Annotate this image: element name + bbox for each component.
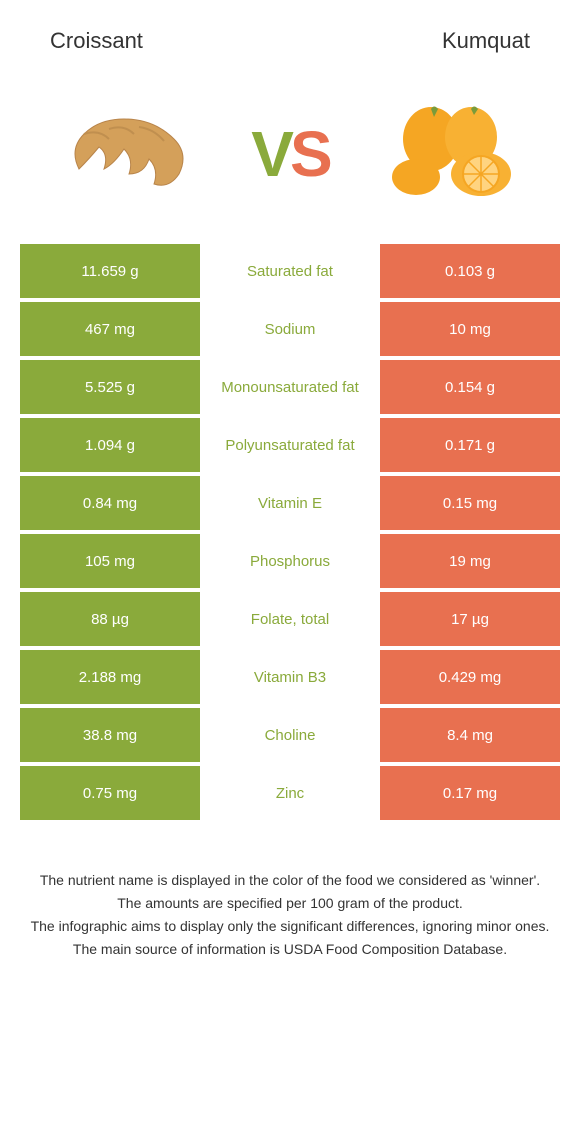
left-value: 11.659 g — [20, 244, 200, 298]
nutrient-label: Folate, total — [200, 592, 380, 646]
right-value: 0.103 g — [380, 244, 560, 298]
right-value: 0.17 mg — [380, 766, 560, 820]
vs-section: VS — [0, 74, 580, 244]
table-row: 467 mgSodium10 mg — [20, 302, 560, 356]
right-value: 8.4 mg — [380, 708, 560, 762]
kumquat-image — [376, 94, 526, 214]
nutrient-label: Polyunsaturated fat — [200, 418, 380, 472]
footer-line-4: The main source of information is USDA F… — [30, 939, 550, 960]
footer-line-1: The nutrient name is displayed in the co… — [30, 870, 550, 891]
nutrient-label: Sodium — [200, 302, 380, 356]
right-value: 0.15 mg — [380, 476, 560, 530]
right-value: 17 µg — [380, 592, 560, 646]
food-left-title: Croissant — [50, 28, 143, 54]
left-value: 38.8 mg — [20, 708, 200, 762]
left-value: 105 mg — [20, 534, 200, 588]
footer-line-3: The infographic aims to display only the… — [30, 916, 550, 937]
left-value: 1.094 g — [20, 418, 200, 472]
nutrient-label: Zinc — [200, 766, 380, 820]
table-row: 105 mgPhosphorus19 mg — [20, 534, 560, 588]
croissant-icon — [59, 99, 199, 209]
nutrient-label: Saturated fat — [200, 244, 380, 298]
right-value: 19 mg — [380, 534, 560, 588]
nutrient-label: Phosphorus — [200, 534, 380, 588]
header: Croissant Kumquat — [0, 0, 580, 74]
footer-notes: The nutrient name is displayed in the co… — [30, 870, 550, 960]
nutrient-label: Vitamin E — [200, 476, 380, 530]
vs-v: V — [251, 118, 290, 190]
nutrient-label: Choline — [200, 708, 380, 762]
footer-line-2: The amounts are specified per 100 gram o… — [30, 893, 550, 914]
table-row: 88 µgFolate, total17 µg — [20, 592, 560, 646]
kumquat-icon — [376, 99, 526, 209]
left-value: 5.525 g — [20, 360, 200, 414]
right-value: 0.429 mg — [380, 650, 560, 704]
nutrient-label: Monounsaturated fat — [200, 360, 380, 414]
left-value: 0.84 mg — [20, 476, 200, 530]
table-row: 5.525 gMonounsaturated fat0.154 g — [20, 360, 560, 414]
left-value: 0.75 mg — [20, 766, 200, 820]
vs-label: VS — [251, 117, 328, 191]
right-value: 0.154 g — [380, 360, 560, 414]
left-value: 467 mg — [20, 302, 200, 356]
vs-s: S — [290, 118, 329, 190]
table-row: 2.188 mgVitamin B30.429 mg — [20, 650, 560, 704]
nutrient-label: Vitamin B3 — [200, 650, 380, 704]
right-value: 0.171 g — [380, 418, 560, 472]
table-row: 1.094 gPolyunsaturated fat0.171 g — [20, 418, 560, 472]
table-row: 11.659 gSaturated fat0.103 g — [20, 244, 560, 298]
left-value: 88 µg — [20, 592, 200, 646]
food-right-title: Kumquat — [442, 28, 530, 54]
table-row: 0.75 mgZinc0.17 mg — [20, 766, 560, 820]
table-row: 0.84 mgVitamin E0.15 mg — [20, 476, 560, 530]
left-value: 2.188 mg — [20, 650, 200, 704]
comparison-table: 11.659 gSaturated fat0.103 g467 mgSodium… — [20, 244, 560, 820]
croissant-image — [54, 94, 204, 214]
right-value: 10 mg — [380, 302, 560, 356]
table-row: 38.8 mgCholine8.4 mg — [20, 708, 560, 762]
